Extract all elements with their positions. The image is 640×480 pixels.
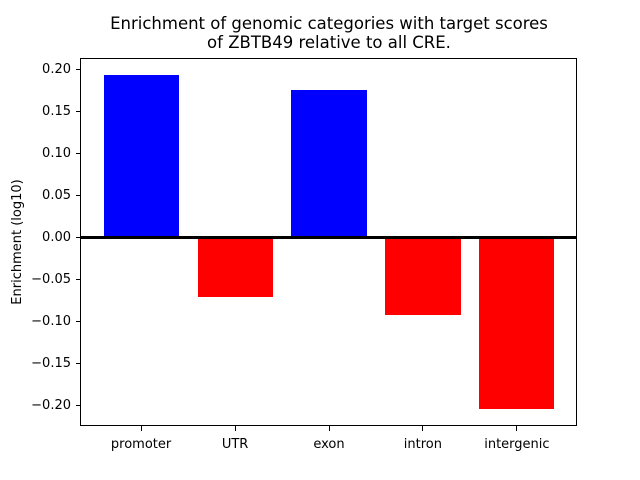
y-tick: [76, 321, 81, 323]
x-tick-intergenic: [516, 426, 518, 431]
y-tick-label: −0.05: [31, 271, 71, 287]
x-tick-intron: [422, 426, 424, 431]
y-tick: [76, 405, 81, 407]
x-tick-label-intergenic: intergenic: [484, 437, 550, 452]
y-tick: [76, 279, 81, 281]
x-tick-label-promoter: promoter: [110, 437, 172, 452]
y-tick: [76, 363, 81, 365]
y-tick-label: −0.20: [31, 397, 71, 413]
chart-title: Enrichment of genomic categories with ta…: [110, 14, 548, 52]
x-tick-label-UTR: UTR: [221, 437, 249, 452]
bar-intron: [385, 237, 461, 316]
y-tick-label: −0.10: [31, 313, 71, 329]
y-tick-label: 0.05: [42, 187, 71, 203]
zero-line: [81, 236, 577, 240]
y-tick: [76, 69, 81, 71]
x-tick-UTR: [234, 426, 236, 431]
bar-exon: [291, 89, 367, 238]
y-tick: [76, 153, 81, 155]
y-tick-label: 0.00: [42, 229, 71, 245]
bar-UTR: [197, 237, 273, 298]
y-tick: [76, 195, 81, 197]
y-tick: [76, 111, 81, 113]
y-tick-label: 0.20: [42, 61, 71, 77]
bar-promoter: [103, 74, 179, 238]
x-tick-label-intron: intron: [403, 437, 442, 452]
bar-intergenic: [479, 237, 555, 410]
x-tick-label-exon: exon: [313, 437, 345, 452]
y-tick-label: 0.10: [42, 145, 71, 161]
y-tick-label: 0.15: [42, 103, 71, 119]
x-tick-promoter: [140, 426, 142, 431]
x-tick-exon: [328, 426, 330, 431]
y-tick: [76, 237, 81, 239]
y-tick-label: −0.15: [31, 355, 71, 371]
